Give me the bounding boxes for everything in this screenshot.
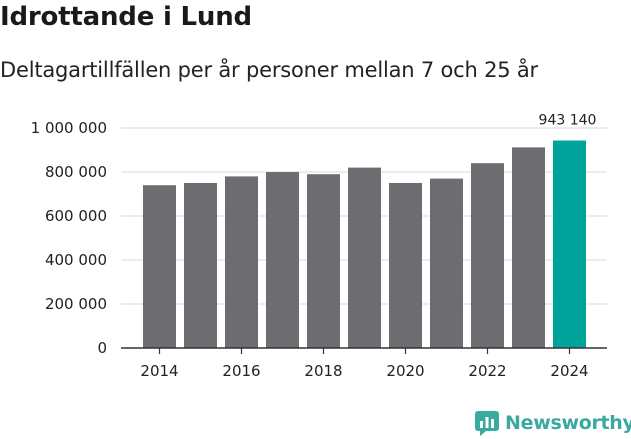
x-tick-label: 2018 [304,362,342,380]
bar-2020 [389,183,422,348]
y-tick-label: 0 [97,339,107,357]
brand-name: Newsworthy [505,412,631,434]
bar-2018 [307,174,340,348]
bar-2014 [143,185,176,348]
y-tick-label: 400 000 [45,251,107,269]
y-tick-label: 1 000 000 [31,119,107,137]
x-tick-label: 2016 [222,362,260,380]
x-tick-label: 2022 [468,362,506,380]
bar-2015 [184,183,217,348]
bar-chart: 0 200 000 400 000 600 000 800 000 1 000 000 20… [31,113,607,380]
bar-2022 [471,163,504,348]
x-tick-label: 2024 [550,362,588,380]
bar-2017 [266,172,299,348]
newsworthy-icon [475,411,499,436]
chart-title: Idrottande i Lund [0,2,252,32]
x-tick-label: 2014 [140,362,178,380]
data-label-2024: 943 140 [539,113,597,129]
newsworthy-logo: Newsworthy [475,408,631,438]
chart-subtitle: Deltagartillfällen per år personer mella… [0,58,538,82]
bar-2016 [225,176,258,348]
y-tick-label: 800 000 [45,163,107,181]
bar-2019 [348,167,381,348]
y-tick-label: 600 000 [45,207,107,225]
bar-2021 [430,178,463,348]
x-tick-label: 2020 [386,362,424,380]
y-tick-label: 200 000 [45,295,107,313]
bar-2023 [512,147,545,348]
bar-2024 [553,140,586,348]
